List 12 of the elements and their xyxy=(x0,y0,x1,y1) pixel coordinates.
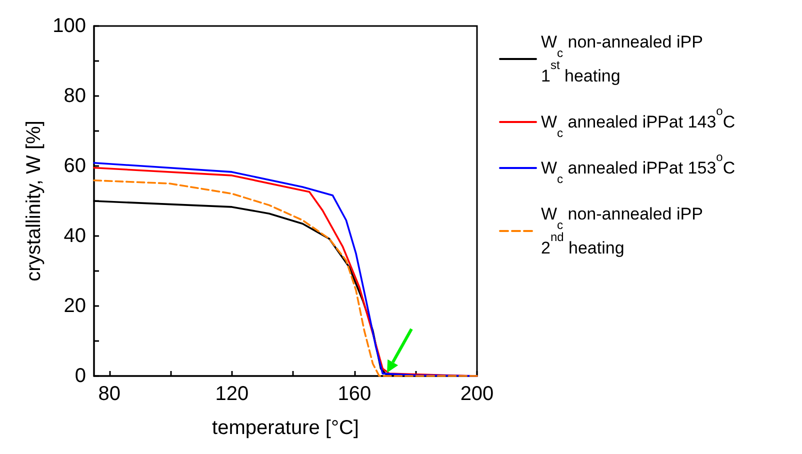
y-tick-label: 0 xyxy=(74,365,86,387)
y-tick-label: 60 xyxy=(64,155,86,177)
y-tick-label: 80 xyxy=(64,85,86,107)
x-tick-label: 80 xyxy=(98,383,120,405)
y-tick-label: 40 xyxy=(64,225,86,247)
y-tick-label: 20 xyxy=(64,295,86,317)
y-tick-label: 100 xyxy=(52,15,86,37)
x-tick-label: 200 xyxy=(460,383,494,405)
x-axis-title: temperature [°C] xyxy=(212,417,359,439)
x-tick-label: 120 xyxy=(215,383,249,405)
y-axis-title: crystallinity, W [%] xyxy=(23,120,45,282)
x-tick-label: 160 xyxy=(338,383,372,405)
